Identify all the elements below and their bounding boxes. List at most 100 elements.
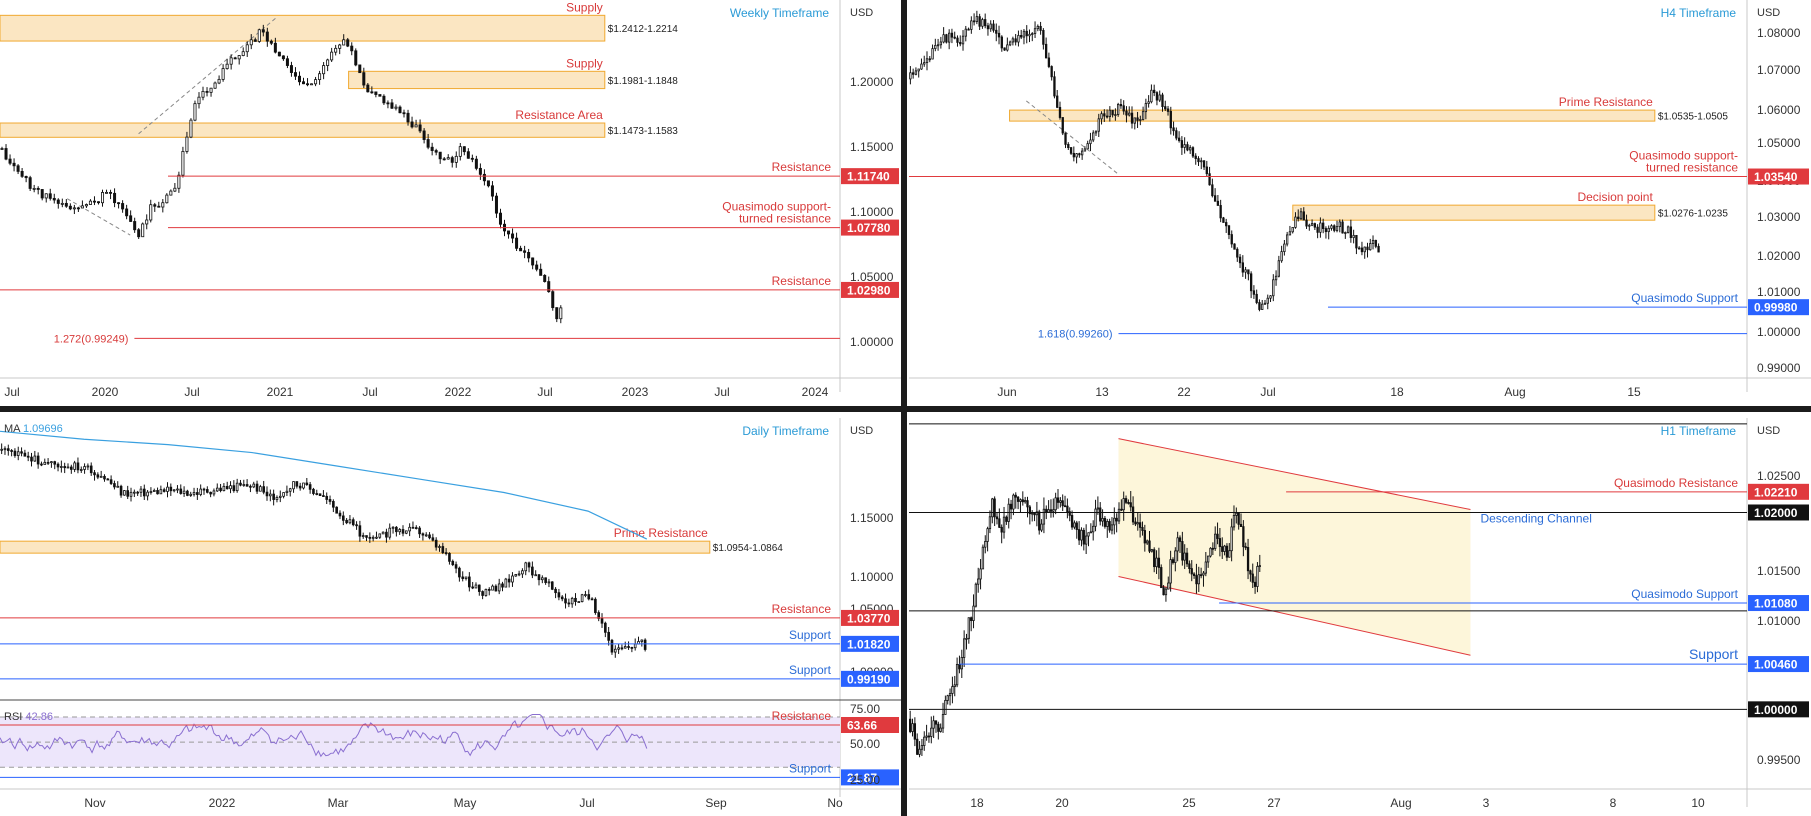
h1-candle-body	[941, 714, 945, 729]
daily-candle-body	[468, 576, 471, 588]
h4-candle-body	[1225, 222, 1228, 227]
h1-candle-body	[958, 664, 961, 670]
daily-candle-body	[600, 618, 604, 624]
daily-candle-body	[26, 455, 30, 458]
weekly-candle-body	[342, 39, 346, 46]
h4-x-tick-label: Aug	[1504, 385, 1525, 399]
h1-candle-body	[972, 605, 975, 621]
weekly-fib-dash	[66, 198, 131, 236]
weekly-candle-body	[306, 83, 310, 86]
h1-candle-body	[1167, 582, 1170, 590]
h4-candle-body	[981, 19, 984, 27]
h1-candle-body	[1094, 508, 1097, 527]
h1-candle-body	[1009, 503, 1013, 510]
h1-candle-body	[953, 684, 956, 687]
weekly-candle-body	[257, 29, 261, 42]
daily-candle-body	[295, 481, 299, 487]
daily-candle-body	[219, 487, 222, 492]
daily-candle-body	[179, 488, 183, 494]
h4-candle-body	[1302, 211, 1305, 221]
h1-candle-body	[979, 568, 982, 580]
weekly-candle-body	[209, 87, 213, 93]
h1-candle-body	[1150, 549, 1154, 552]
daily-candle-body	[464, 576, 468, 579]
h4-candle-body	[914, 70, 918, 75]
daily-candle-body	[507, 578, 511, 583]
daily-candle-body	[312, 488, 315, 494]
rsi-y-tick-label: 50.00	[850, 737, 880, 751]
h4-candle-body	[1177, 137, 1181, 141]
h4-fib-dash	[1026, 100, 1119, 175]
weekly-candle-body	[410, 121, 414, 128]
h4-candle-body	[1349, 226, 1353, 239]
h4-candle-body	[945, 34, 948, 43]
weekly-candle-body	[370, 91, 374, 94]
h4-candle-body	[1324, 228, 1328, 233]
h1-candle-body	[1218, 538, 1222, 548]
h4-candle-body	[989, 23, 992, 30]
weekly-candle-body	[390, 102, 394, 109]
h1-candle-body	[993, 498, 996, 518]
weekly-candle-body	[293, 72, 297, 77]
daily-zone-label: Prime Resistance	[614, 526, 708, 540]
weekly-candle-body	[249, 39, 253, 46]
daily-candle-body	[66, 466, 70, 469]
weekly-x-tick-label: 2024	[802, 385, 829, 399]
h4-candle-body	[931, 48, 934, 60]
h1-candle-body	[1239, 523, 1243, 527]
h4-candle-body	[936, 44, 940, 47]
h4-candle-body	[1241, 262, 1244, 273]
weekly-candle-body	[310, 83, 314, 86]
weekly-candle-body	[394, 106, 398, 109]
h4-candle-body	[923, 62, 926, 65]
weekly-candle-body	[330, 51, 334, 61]
h1-candle-body	[1117, 508, 1121, 522]
h1-candle-body	[1192, 573, 1196, 576]
h1-level-tag-bg	[1748, 504, 1809, 521]
daily-candle-body	[461, 576, 465, 579]
weekly-candle-body	[430, 146, 434, 151]
daily-candle-body	[547, 581, 551, 584]
h4-candle-body	[1025, 30, 1028, 37]
weekly-currency-label: USD	[850, 7, 873, 19]
daily-candle-body	[345, 519, 348, 524]
weekly-candle-body	[318, 73, 322, 81]
h1-level-tag: 1.00000	[1754, 703, 1798, 717]
daily-candle-body	[43, 461, 47, 465]
weekly-candle-body	[281, 55, 285, 60]
h4-candle-body	[1227, 225, 1231, 235]
h4-candle-body	[1031, 33, 1034, 35]
h4-candle-body	[909, 72, 912, 80]
h4-candle-body	[1310, 223, 1314, 226]
weekly-candle-body	[109, 191, 113, 194]
weekly-candle-body	[470, 157, 474, 160]
h1-candle-body	[1256, 566, 1259, 587]
daily-candle-body	[302, 482, 305, 489]
h1-candle-body	[967, 617, 970, 639]
h4-zone	[1009, 109, 1656, 122]
weekly-candle-body	[141, 223, 145, 238]
weekly-candle-body	[535, 264, 539, 270]
daily-candle-body	[232, 485, 236, 492]
h1-level-tag: 1.02000	[1754, 506, 1798, 520]
daily-candle-body	[149, 491, 153, 493]
h1-candle-body	[1153, 549, 1156, 568]
h4-candle-body	[1036, 25, 1039, 30]
daily-candle-body	[484, 588, 488, 596]
weekly-candle-body	[350, 45, 354, 52]
h4-candle-body	[1308, 224, 1311, 227]
daily-candle-body	[398, 529, 402, 533]
rsi-line	[0, 714, 648, 758]
h4-candle-body	[986, 25, 990, 30]
h1-y-tick-label: 0.99500	[1757, 753, 1801, 767]
weekly-candle-body	[555, 307, 559, 320]
h4-candle-body	[1122, 105, 1125, 112]
h1-candle-body	[951, 686, 954, 694]
weekly-x-tick-label: Jul	[537, 385, 552, 399]
weekly-candle-body	[197, 96, 201, 105]
daily-candle-body	[30, 456, 33, 462]
h1-candle-body	[986, 528, 989, 542]
h1-candle-body	[1045, 508, 1048, 513]
